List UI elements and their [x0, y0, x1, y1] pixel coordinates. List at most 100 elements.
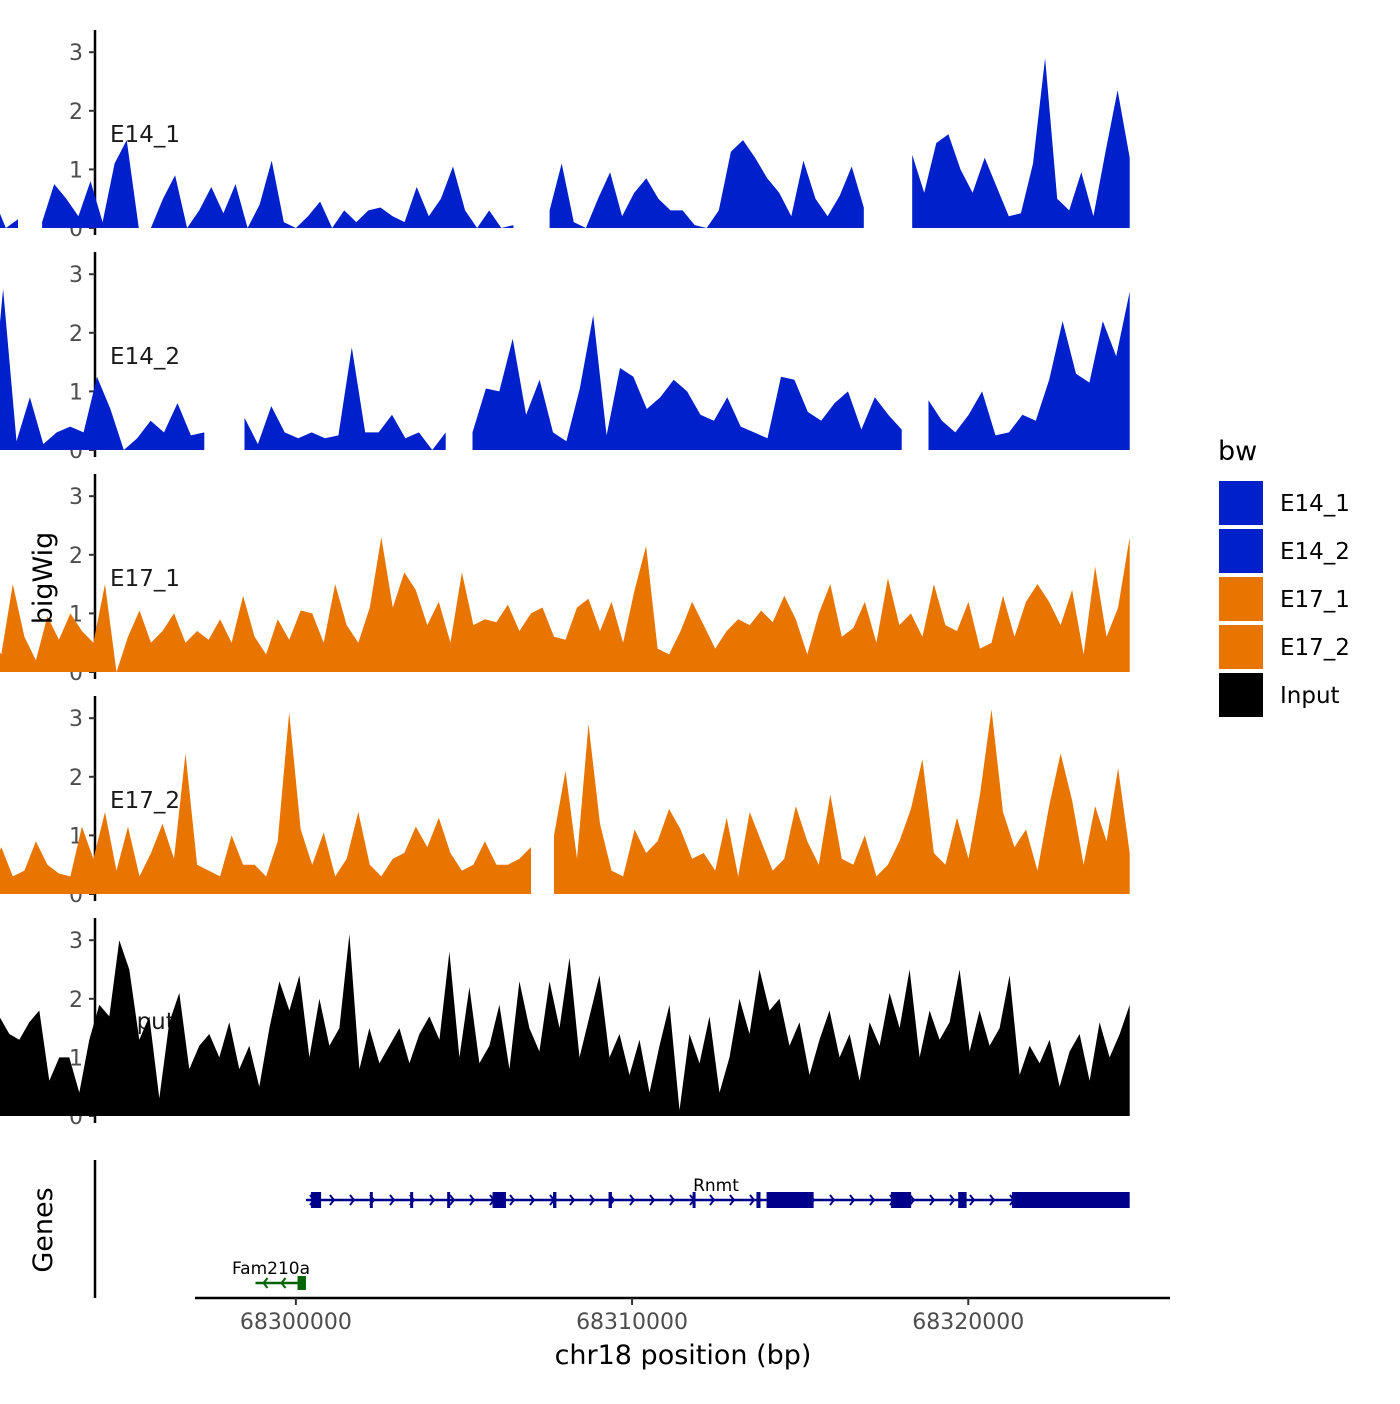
y-tick-label: 2	[69, 988, 83, 1013]
exon	[410, 1192, 414, 1208]
strand-arrow	[969, 1194, 976, 1206]
strand-arrow	[280, 1277, 287, 1289]
strand-arrow	[529, 1194, 536, 1206]
legend-entry-label: Input	[1280, 683, 1340, 709]
strand-arrow	[629, 1194, 636, 1206]
exon	[608, 1192, 612, 1208]
strand-arrow	[949, 1194, 956, 1206]
signal-area	[472, 315, 902, 450]
y-tick-label: 2	[69, 100, 83, 125]
y-tick-label: 3	[69, 929, 83, 954]
y-tick-label: 1	[69, 158, 83, 183]
genes-layer: Rnmt Fam210a	[93, 1160, 1130, 1298]
exon	[369, 1192, 373, 1208]
exon	[692, 1192, 696, 1208]
exon	[958, 1192, 967, 1208]
legend-swatch	[1217, 527, 1265, 575]
exon	[890, 1192, 912, 1208]
strand-arrow	[989, 1194, 996, 1206]
strand-arrow	[569, 1194, 576, 1206]
gene-name-label: Rnmt	[693, 1176, 739, 1196]
strand-arrow	[749, 1194, 756, 1206]
strand-arrow	[909, 1194, 916, 1206]
exon	[310, 1192, 322, 1208]
track-label: E14_2	[110, 344, 180, 370]
strand-arrow	[869, 1194, 876, 1206]
strand-arrow	[449, 1194, 456, 1206]
y-tick-label: 2	[69, 766, 83, 791]
y-axis-title: bigWig	[28, 532, 59, 625]
signal-area	[0, 213, 18, 228]
signal-area	[42, 140, 514, 228]
exon	[766, 1192, 814, 1208]
legend-swatch	[1217, 479, 1265, 527]
exon	[553, 1192, 557, 1208]
exon	[447, 1192, 451, 1208]
legend-swatch	[1217, 575, 1265, 623]
x-axis-title: chr18 position (bp)	[555, 1340, 812, 1371]
signal-area	[912, 58, 1130, 228]
strand-arrow	[849, 1194, 856, 1206]
genes-axis-title: Genes	[28, 1187, 59, 1272]
strand-arrow	[262, 1277, 269, 1289]
gene-name-label: Fam210a	[232, 1259, 310, 1279]
signal-area	[554, 709, 1130, 894]
tracks-layer: 0123E14_10123E14_20123E17_10123E17_20123…	[0, 30, 1130, 1130]
strand-arrow	[389, 1194, 396, 1206]
signal-area	[244, 347, 446, 450]
exon	[297, 1276, 306, 1290]
y-tick-label: 3	[69, 485, 83, 510]
strand-arrow	[929, 1194, 936, 1206]
signal-area	[0, 288, 205, 450]
strand-arrow	[429, 1194, 436, 1206]
x-tick-label: 68320000	[912, 1310, 1024, 1335]
signal-area	[0, 934, 1130, 1116]
y-tick-label: 3	[69, 263, 83, 288]
legend-swatch	[1217, 671, 1265, 719]
legend: bw E14_1 E14_2 E17_1 E17_2 Input	[1217, 436, 1350, 719]
exon	[492, 1192, 506, 1208]
x-tick-label: 68300000	[240, 1310, 352, 1335]
strand-arrow	[329, 1194, 336, 1206]
gene-rnmt: Rnmt	[305, 1176, 1130, 1208]
signal-area	[0, 537, 1130, 672]
exon	[1011, 1192, 1130, 1208]
y-tick-label: 1	[69, 380, 83, 405]
track-label: E14_1	[110, 122, 180, 148]
y-tick-label: 2	[69, 322, 83, 347]
strand-arrow	[509, 1194, 516, 1206]
y-tick-label: 2	[69, 544, 83, 569]
strand-arrow	[829, 1194, 836, 1206]
legend-entry-label: E17_2	[1280, 635, 1350, 661]
signal-area	[549, 140, 864, 228]
strand-arrow	[729, 1194, 736, 1206]
legend-swatch	[1217, 623, 1265, 671]
strand-arrow	[589, 1194, 596, 1206]
track-label: E17_2	[110, 788, 180, 814]
track-label: E17_1	[110, 566, 180, 592]
strand-arrow	[709, 1194, 716, 1206]
y-tick-label: 1	[69, 1046, 83, 1071]
gene-fam210a: Fam210a	[232, 1259, 310, 1290]
legend-entry-label: E14_1	[1280, 491, 1350, 517]
strand-arrow	[649, 1194, 656, 1206]
strand-arrow	[469, 1194, 476, 1206]
strand-arrow	[669, 1194, 676, 1206]
signal-area	[0, 712, 531, 894]
legend-entry-label: E14_2	[1280, 539, 1350, 565]
x-axis: 68300000 68310000 68320000	[195, 1296, 1170, 1335]
exon	[756, 1192, 761, 1208]
legend-title: bw	[1218, 436, 1257, 467]
legend-entry-label: E17_1	[1280, 587, 1350, 613]
y-tick-label: 3	[69, 707, 83, 732]
y-tick-label: 3	[69, 41, 83, 66]
strand-arrow	[349, 1194, 356, 1206]
signal-area	[928, 291, 1130, 450]
